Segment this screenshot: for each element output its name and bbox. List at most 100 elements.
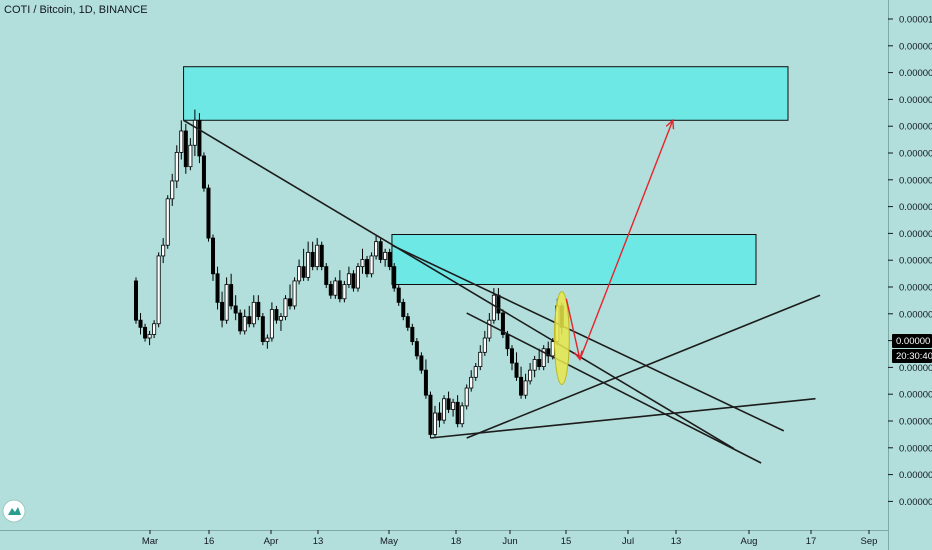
candle-body [414, 341, 419, 357]
candle-body [442, 398, 447, 421]
candle-body [546, 348, 551, 357]
candle-body [133, 280, 138, 321]
arrow-target-head [665, 118, 675, 130]
candle-body [419, 355, 424, 371]
last-price-badge[interactable]: 0.00000 20:30:40 [892, 334, 932, 363]
candle-body [396, 287, 401, 303]
candle-body [161, 244, 166, 257]
candle-body [179, 130, 184, 153]
trendline-rising[interactable] [466, 294, 821, 439]
y-tick-label: 0.00000 [899, 229, 932, 240]
y-tick-label: 0.00000 [899, 443, 932, 454]
candle-body [288, 298, 293, 307]
candle-body [401, 301, 406, 318]
y-tick-label: 0.00000 [899, 417, 932, 428]
upper-zone[interactable] [183, 66, 789, 121]
last-price-bg [892, 334, 932, 348]
x-tick-label: Mar [142, 536, 158, 547]
candle-body [310, 251, 315, 268]
trendline-bottom-support[interactable] [430, 397, 816, 439]
x-tick-label: Jun [502, 536, 517, 547]
candle-body [387, 251, 392, 268]
arrow-pullback-shaft [565, 298, 581, 360]
candle-body [369, 255, 374, 275]
x-tick-label: 15 [561, 536, 572, 547]
candle-body [537, 359, 542, 367]
y-tick-label: 0.00000 [899, 41, 932, 52]
candle-body [274, 309, 279, 321]
candle-body [297, 266, 302, 282]
y-tick-label: 0.00000 [899, 256, 932, 267]
trendline-steep-down[interactable] [466, 312, 762, 464]
candle-body [469, 376, 474, 389]
candle-body [247, 316, 252, 325]
candle-body [550, 341, 555, 357]
x-tick-label: 18 [451, 536, 462, 547]
y-tick-label: 0.00000 [899, 149, 932, 160]
candle-body [278, 316, 283, 321]
y-tick-label: 0.00000 [899, 202, 932, 213]
candle-body [437, 412, 442, 421]
candle-body [251, 301, 256, 325]
symbol-title[interactable]: COTI / Bitcoin, 1D, BINANCE [4, 4, 148, 16]
y-tick-label: 0.00000 [899, 497, 932, 508]
candle-body [265, 337, 270, 343]
candles-group [133, 109, 564, 438]
candle-body [260, 316, 265, 343]
candle-body [256, 301, 261, 318]
arrow-target[interactable] [579, 118, 675, 360]
candle-body [242, 316, 247, 332]
y-tick-label: 0.00000 [899, 68, 932, 79]
candle-body [269, 309, 274, 339]
candle-body [451, 401, 456, 410]
highlight-ellipse[interactable] [553, 291, 570, 385]
candle-body [487, 319, 492, 339]
y-tick-label: 0.00000 [899, 470, 932, 481]
y-tick-label: 0.00000 [899, 363, 932, 374]
candle-body [351, 273, 356, 289]
arrow-pullback[interactable] [565, 298, 583, 362]
y-tick-label: 0.00000 [899, 390, 932, 401]
candle-body [505, 334, 510, 350]
candle-body [374, 241, 379, 257]
candle-body [170, 180, 175, 200]
candle-body [192, 119, 197, 146]
candle-body [423, 369, 428, 396]
countdown-label: 20:30:40 [896, 351, 932, 362]
y-tick-label: 0.00001 [899, 15, 932, 26]
candle-body [306, 251, 311, 278]
candle-body [378, 241, 383, 260]
candle-body [523, 380, 528, 396]
candle-body [464, 387, 469, 407]
arrow-target-shaft [579, 120, 674, 360]
tradingview-logo-icon[interactable] [2, 499, 26, 523]
y-tick-label: 0.00000 [899, 95, 932, 106]
trendline-main-down[interactable] [183, 119, 735, 450]
candle-body [301, 266, 306, 278]
candle-body [473, 366, 478, 378]
candle-body [532, 359, 537, 371]
candle-body [156, 255, 161, 325]
candle-body [337, 280, 342, 300]
candle-body [355, 266, 360, 289]
candle-body [138, 319, 143, 328]
candle-body [519, 376, 524, 396]
candle-body [514, 362, 519, 378]
candle-body [482, 337, 487, 353]
x-tick-label: 16 [204, 536, 215, 547]
candle-body [328, 284, 333, 296]
candle-body [215, 273, 220, 303]
candle-body [365, 259, 370, 275]
middle-zone[interactable] [391, 234, 757, 285]
candle-body [491, 294, 496, 321]
candle-body [220, 301, 225, 321]
candle-body [405, 316, 410, 328]
candle-body [152, 323, 157, 335]
x-tick-label: 13 [671, 536, 682, 547]
candle-body [201, 155, 206, 189]
x-tick-label: Apr [264, 536, 279, 547]
candle-body [333, 280, 338, 296]
candle-body [342, 284, 347, 300]
countdown-bg [892, 349, 932, 363]
